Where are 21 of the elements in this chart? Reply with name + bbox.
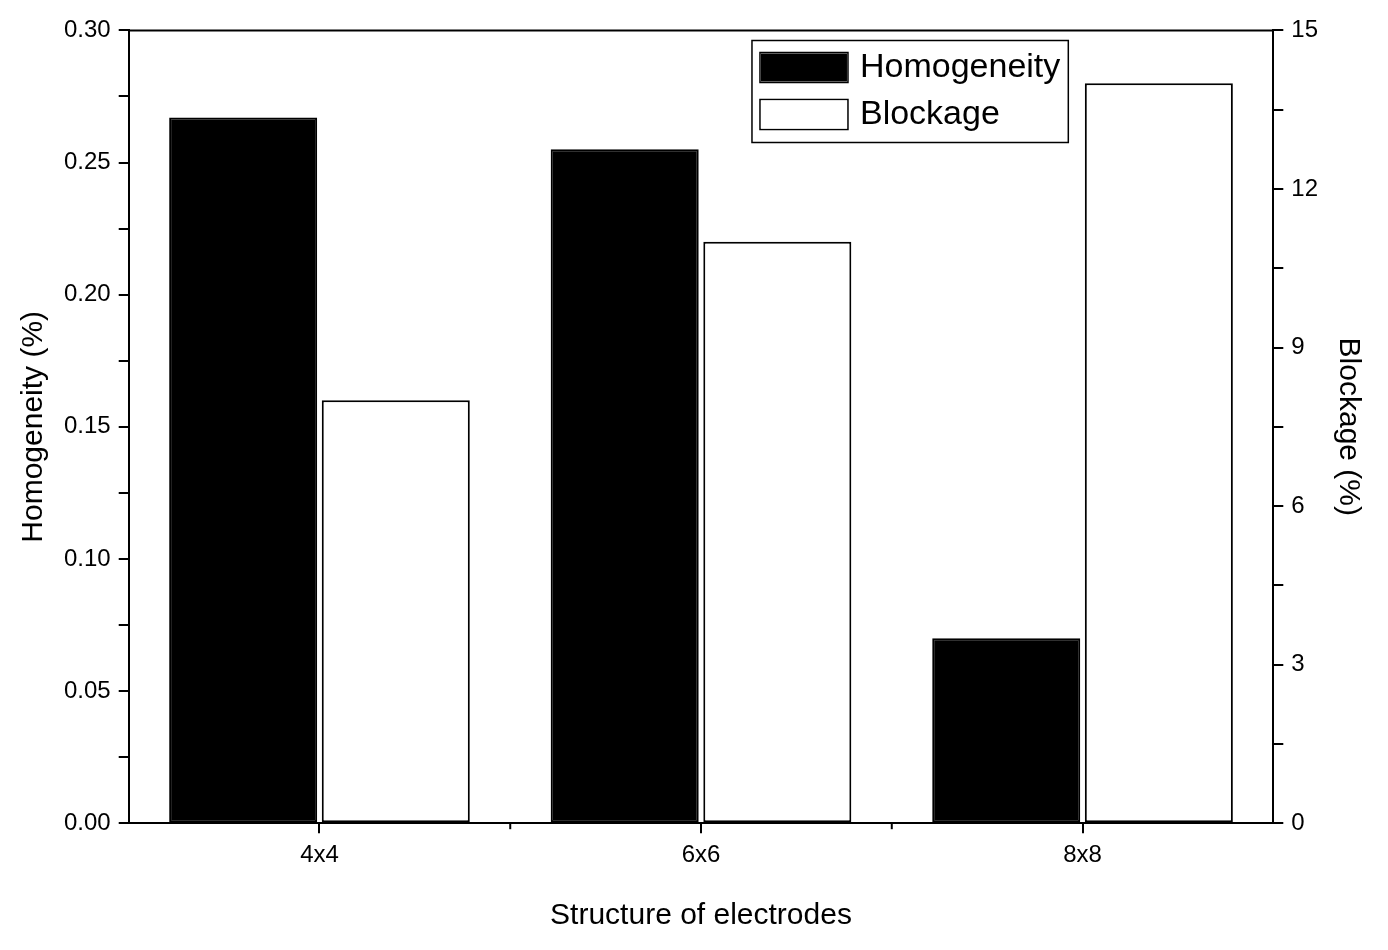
y2-axis-title: Blockage (%) [1333, 337, 1367, 516]
y2-tick-label: 3 [1291, 649, 1305, 677]
legend-label: Homogeneity [859, 45, 1061, 84]
y-tick-label: 0.15 [63, 411, 111, 439]
y2-tick-label: 6 [1291, 490, 1305, 518]
y-axis-title: Homogeneity (%) [15, 310, 49, 543]
y-tick-label: 0.10 [63, 543, 111, 571]
y2-tick-label: 0 [1291, 807, 1305, 835]
x-tick-label: 8x8 [1063, 840, 1102, 868]
y-tick-label: 0.00 [63, 807, 111, 835]
y-tick-label: 0.05 [63, 675, 111, 703]
y2-tick-label: 15 [1291, 15, 1319, 43]
x-tick-label: 4x4 [300, 840, 339, 868]
x-tick-label: 6x6 [681, 840, 721, 868]
y2-tick-label: 12 [1291, 173, 1319, 201]
y-tick-label: 0.25 [63, 147, 111, 175]
legend-label: Blockage [859, 92, 1000, 131]
y2-tick-label: 9 [1291, 332, 1305, 360]
y-tick-label: 0.30 [63, 15, 111, 43]
y-tick-label: 0.20 [63, 279, 111, 307]
x-axis-title: Structure of electrodes [550, 897, 852, 931]
